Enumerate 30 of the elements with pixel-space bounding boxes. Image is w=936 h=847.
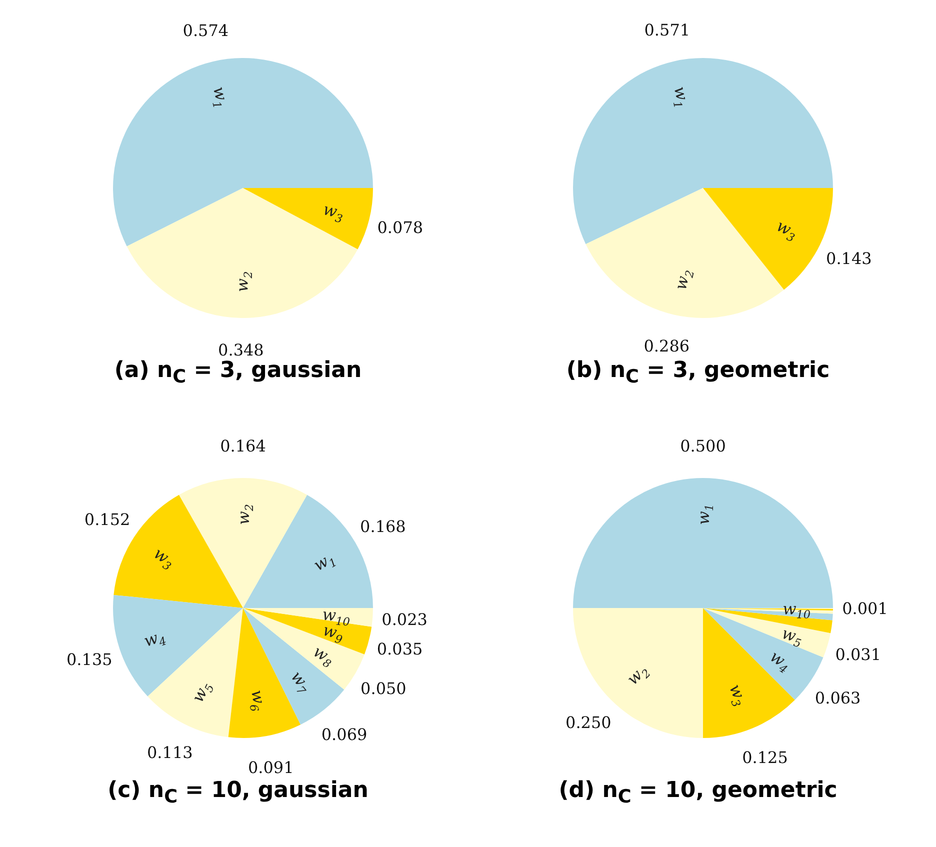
data-label: 0.031 <box>835 645 882 664</box>
data-label: 0.574 <box>182 20 229 40</box>
text: (a) n$_{C}$ = 3, gaussian <box>113 358 363 390</box>
data-label: 0.135 <box>66 650 112 670</box>
data-label: 0.143 <box>826 248 872 268</box>
data-label: 0.164 <box>220 436 266 456</box>
data-label: 0.113 <box>147 743 193 762</box>
data-label: 0.050 <box>360 679 406 698</box>
data-label: 0.001 <box>842 599 888 618</box>
data-label: 0.500 <box>680 436 726 456</box>
pie-slice <box>126 188 358 318</box>
text: (b) n$_{C}$ = 3, geometric <box>565 358 831 390</box>
data-label: 0.063 <box>814 688 861 708</box>
data-label: 0.125 <box>742 748 788 768</box>
text: (c) n$_{C}$ = 10, gaussian <box>106 778 370 810</box>
pie-slice <box>113 58 373 246</box>
text: (d) n$_{C}$ = 10, geometric <box>558 778 838 810</box>
data-label: 0.571 <box>644 20 690 40</box>
data-label: 0.286 <box>644 336 690 356</box>
data-label: 0.035 <box>376 639 423 658</box>
data-label: 0.168 <box>360 516 406 536</box>
data-label: 0.023 <box>382 610 428 630</box>
pie-slice <box>573 58 833 244</box>
data-label: 0.250 <box>566 713 612 732</box>
pie-slice <box>243 188 373 250</box>
data-label: 0.091 <box>248 758 294 778</box>
data-label: 0.348 <box>218 340 264 360</box>
data-label: 0.152 <box>84 510 130 529</box>
data-label: 0.078 <box>377 218 424 237</box>
data-label: 0.069 <box>321 724 368 744</box>
